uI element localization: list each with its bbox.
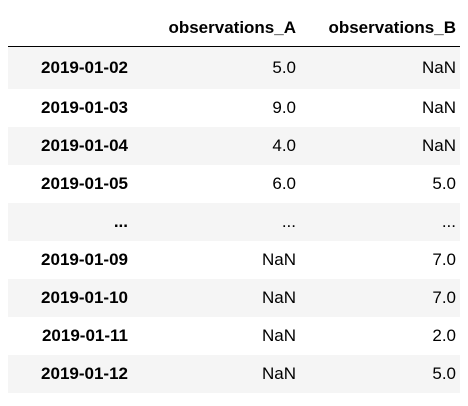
cell-observations-b: 7.0 bbox=[432, 288, 456, 307]
table-row-ellipsis: ... ... ... bbox=[8, 203, 460, 241]
column-header-observations-a: observations_A bbox=[136, 10, 300, 47]
cell-observations-a: 5.0 bbox=[272, 58, 296, 77]
row-index: 2019-01-09 bbox=[41, 250, 128, 269]
cell-observations-b: 7.0 bbox=[432, 250, 456, 269]
table-header: observations_A observations_B bbox=[8, 10, 460, 47]
cell-observations-b: NaN bbox=[421, 58, 456, 77]
cell-observations-a: 4.0 bbox=[272, 136, 296, 155]
header-row: observations_A observations_B bbox=[8, 10, 460, 47]
cell-observations-a: 9.0 bbox=[272, 98, 296, 117]
row-index: 2019-01-11 bbox=[41, 326, 128, 345]
cell-observations-a: NaN bbox=[261, 288, 296, 307]
table-row: 2019-01-10 NaN 7.0 bbox=[8, 279, 460, 317]
row-index: 2019-01-03 bbox=[41, 98, 128, 117]
dataframe-table: observations_A observations_B 2019-01-02… bbox=[8, 10, 460, 393]
cell-observations-b: NaN bbox=[421, 98, 456, 117]
index-header-corner bbox=[8, 10, 136, 47]
cell-observations-a: NaN bbox=[261, 364, 296, 383]
table-row: 2019-01-11 NaN 2.0 bbox=[8, 317, 460, 355]
cell-observations-a: NaN bbox=[261, 250, 296, 269]
table-row: 2019-01-04 4.0 NaN bbox=[8, 127, 460, 165]
row-index: ... bbox=[113, 212, 128, 231]
cell-observations-b: ... bbox=[441, 212, 456, 231]
column-header-observations-b: observations_B bbox=[300, 10, 460, 47]
table-row: 2019-01-03 9.0 NaN bbox=[8, 89, 460, 127]
row-index: 2019-01-02 bbox=[41, 58, 128, 77]
table-row: 2019-01-12 NaN 5.0 bbox=[8, 355, 460, 393]
row-index: 2019-01-10 bbox=[41, 288, 128, 307]
row-index: 2019-01-05 bbox=[41, 174, 128, 193]
cell-observations-a: ... bbox=[281, 212, 296, 231]
cell-observations-b: 5.0 bbox=[432, 364, 456, 383]
table-body: 2019-01-02 5.0 NaN 2019-01-03 9.0 NaN 20… bbox=[8, 46, 460, 393]
cell-observations-b: 5.0 bbox=[432, 174, 456, 193]
table-row: 2019-01-09 NaN 7.0 bbox=[8, 241, 460, 279]
cell-observations-a: NaN bbox=[261, 326, 296, 345]
cell-observations-b: NaN bbox=[421, 136, 456, 155]
table-row: 2019-01-05 6.0 5.0 bbox=[8, 165, 460, 203]
table-row: 2019-01-02 5.0 NaN bbox=[8, 46, 460, 89]
cell-observations-a: 6.0 bbox=[272, 174, 296, 193]
row-index: 2019-01-12 bbox=[41, 364, 128, 383]
cell-observations-b: 2.0 bbox=[432, 326, 456, 345]
row-index: 2019-01-04 bbox=[41, 136, 128, 155]
